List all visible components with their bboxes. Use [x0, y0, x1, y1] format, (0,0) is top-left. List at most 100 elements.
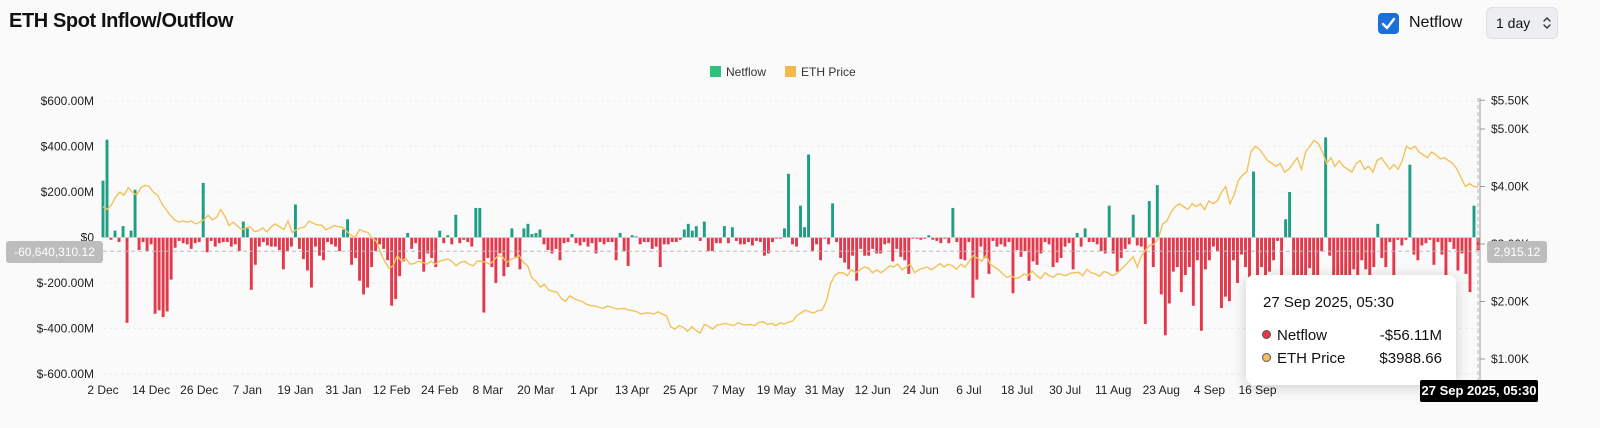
netflow-bar[interactable] [851, 237, 855, 256]
netflow-bar[interactable] [1191, 237, 1195, 306]
netflow-bar[interactable] [1368, 237, 1372, 281]
netflow-bar[interactable] [951, 207, 955, 238]
netflow-bar[interactable] [1207, 237, 1211, 261]
netflow-bar[interactable] [1195, 237, 1199, 261]
netflow-bar[interactable] [318, 237, 321, 256]
netflow-bar[interactable] [510, 228, 514, 238]
netflow-bar[interactable] [1075, 232, 1079, 238]
netflow-bar[interactable] [1248, 237, 1251, 290]
netflow-bar[interactable] [1027, 237, 1031, 281]
netflow-bar[interactable] [486, 237, 490, 258]
netflow-bar[interactable] [1219, 237, 1223, 309]
netflow-bar[interactable] [205, 237, 209, 253]
netflow-bar[interactable] [1252, 171, 1255, 238]
netflow-bar[interactable] [971, 237, 975, 298]
netflow-bar[interactable] [823, 237, 827, 239]
netflow-bar[interactable] [1059, 237, 1063, 258]
netflow-bar[interactable] [314, 237, 317, 247]
netflow-bar[interactable] [1412, 237, 1416, 255]
netflow-bar[interactable] [402, 237, 406, 262]
netflow-bar[interactable] [891, 237, 895, 262]
netflow-bar[interactable] [1376, 223, 1380, 238]
netflow-bar[interactable] [1280, 237, 1284, 295]
netflow-bar[interactable] [762, 237, 766, 256]
netflow-bar[interactable] [1372, 237, 1376, 268]
netflow-bar[interactable] [1079, 237, 1083, 247]
netflow-bar[interactable] [582, 237, 586, 243]
netflow-bar[interactable] [1344, 237, 1348, 278]
netflow-bar[interactable] [771, 237, 774, 243]
netflow-bar[interactable] [462, 237, 466, 240]
netflow-bar[interactable] [907, 237, 911, 274]
netflow-bar[interactable] [490, 237, 494, 268]
netflow-bar[interactable] [1099, 237, 1103, 252]
netflow-bar[interactable] [398, 237, 402, 277]
netflow-bar[interactable] [253, 237, 257, 265]
netflow-bar[interactable] [1420, 237, 1424, 246]
netflow-bar[interactable] [1416, 237, 1420, 261]
netflow-bar[interactable] [1424, 237, 1428, 244]
netflow-bar[interactable] [1352, 237, 1356, 270]
netflow-bar[interactable] [899, 237, 903, 257]
netflow-bar[interactable] [847, 237, 851, 270]
netflow-bar[interactable] [1476, 237, 1480, 251]
netflow-bar[interactable] [1232, 237, 1235, 261]
netflow-bar[interactable] [1388, 237, 1392, 243]
netflow-bar[interactable] [121, 226, 125, 238]
netflow-bar[interactable] [1304, 237, 1308, 279]
netflow-bar[interactable] [1228, 237, 1231, 302]
netflow-bar[interactable] [550, 237, 554, 254]
netflow-bar[interactable] [125, 237, 129, 323]
netflow-bar[interactable] [133, 189, 137, 238]
netflow-bar[interactable] [422, 237, 426, 272]
netflow-bar[interactable] [458, 237, 462, 244]
netflow-bar[interactable] [754, 237, 758, 241]
netflow-bar[interactable] [245, 228, 249, 238]
netflow-bar[interactable] [791, 237, 794, 245]
netflow-bar[interactable] [590, 237, 594, 244]
netflow-bar[interactable] [610, 237, 614, 243]
netflow-bar[interactable] [470, 237, 474, 247]
netflow-bar[interactable] [690, 230, 694, 238]
netflow-bar[interactable] [1159, 237, 1163, 295]
netflow-bar[interactable] [1408, 164, 1412, 238]
netflow-bar[interactable] [450, 237, 454, 245]
netflow-bar[interactable] [714, 237, 718, 244]
netflow-bar[interactable] [261, 237, 265, 243]
netflow-bar[interactable] [630, 235, 634, 238]
netflow-bar[interactable] [1127, 237, 1131, 245]
netflow-bar[interactable] [622, 237, 626, 252]
netflow-bar[interactable] [779, 237, 782, 239]
legend-price-swatch[interactable] [785, 66, 796, 77]
netflow-bar[interactable] [835, 237, 839, 243]
netflow-bar[interactable] [1187, 237, 1191, 268]
netflow-bar[interactable] [1396, 237, 1400, 240]
netflow-bar[interactable] [157, 237, 161, 311]
netflow-bar[interactable] [919, 237, 923, 240]
netflow-bar[interactable] [342, 229, 345, 238]
netflow-bar[interactable] [614, 237, 618, 261]
netflow-bar[interactable] [871, 237, 875, 249]
netflow-bar[interactable] [1139, 237, 1143, 247]
netflow-bar[interactable] [149, 237, 153, 245]
netflow-bar[interactable] [382, 237, 386, 249]
netflow-bar[interactable] [273, 237, 277, 247]
netflow-bar[interactable] [1284, 219, 1288, 238]
netflow-bar[interactable] [185, 237, 189, 245]
netflow-bar[interactable] [1123, 237, 1127, 249]
netflow-bar[interactable] [706, 237, 710, 252]
netflow-bar[interactable] [430, 237, 434, 258]
netflow-bar[interactable] [1328, 237, 1332, 256]
netflow-bar[interactable] [1107, 205, 1111, 238]
netflow-bar[interactable] [289, 237, 293, 247]
netflow-bar[interactable] [145, 237, 149, 252]
netflow-bar[interactable] [1211, 237, 1215, 247]
netflow-bar[interactable] [434, 237, 438, 268]
netflow-bar[interactable] [803, 227, 806, 238]
netflow-bar[interactable] [334, 237, 337, 247]
netflow-bar[interactable] [281, 237, 285, 270]
netflow-bar[interactable] [1179, 237, 1183, 293]
netflow-bar[interactable] [1043, 237, 1047, 243]
netflow-bar[interactable] [722, 226, 726, 238]
netflow-bar[interactable] [967, 237, 971, 243]
